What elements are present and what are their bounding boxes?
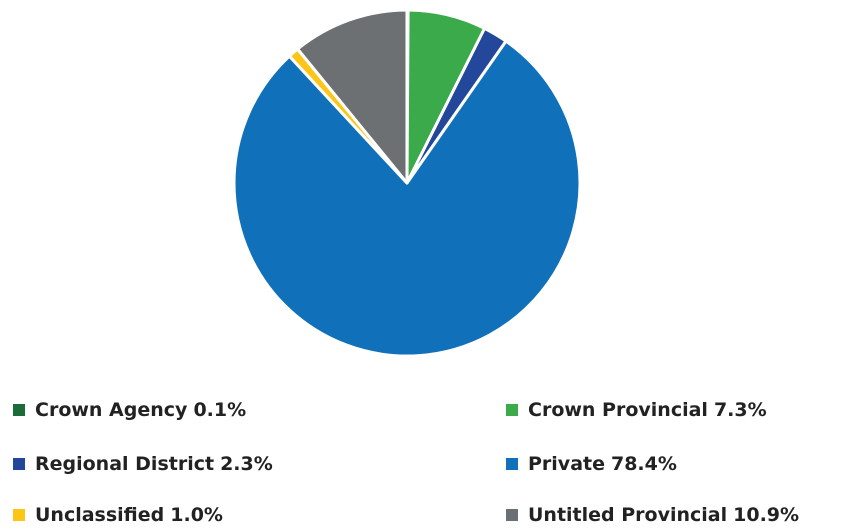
legend-swatch — [13, 509, 25, 521]
legend-name: Private — [528, 453, 605, 475]
legend-value: 2.3% — [220, 453, 273, 475]
legend-item: Regional District 2.3% — [13, 453, 273, 475]
pie-slice — [232, 39, 582, 358]
legend-value: 78.4% — [611, 453, 677, 475]
legend-label: Private 78.4% — [528, 453, 677, 475]
legend-value: 0.1% — [193, 399, 246, 421]
legend-name: Crown Agency — [35, 399, 188, 421]
legend-item: Private 78.4% — [506, 453, 677, 475]
legend-value: 10.9% — [733, 504, 799, 526]
legend-label: Unclassified 1.0% — [35, 504, 223, 526]
legend-swatch — [13, 404, 25, 416]
legend-value: 7.3% — [714, 399, 767, 421]
legend-value: 1.0% — [170, 504, 223, 526]
legend-item: Unclassified 1.0% — [13, 504, 223, 526]
legend-label: Crown Provincial 7.3% — [528, 399, 767, 421]
legend-label: Crown Agency 0.1% — [35, 399, 246, 421]
legend-swatch — [506, 458, 518, 470]
legend-swatch — [506, 404, 518, 416]
legend-item: Crown Agency 0.1% — [13, 399, 246, 421]
legend-label: Regional District 2.3% — [35, 453, 273, 475]
legend-name: Unclassified — [35, 504, 164, 526]
pie-slice — [296, 8, 409, 185]
legend-item: Untitled Provincial 10.9% — [506, 504, 799, 526]
legend-name: Crown Provincial — [528, 399, 708, 421]
legend-swatch — [13, 458, 25, 470]
legend-item: Crown Provincial 7.3% — [506, 399, 767, 421]
legend-label: Untitled Provincial 10.9% — [528, 504, 799, 526]
legend-name: Regional District — [35, 453, 214, 475]
legend-name: Untitled Provincial — [528, 504, 727, 526]
legend-swatch — [506, 509, 518, 521]
